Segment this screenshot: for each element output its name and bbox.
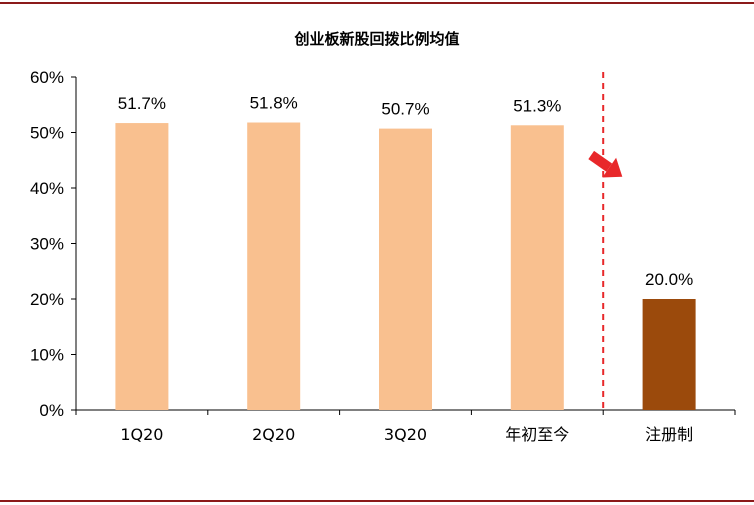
category-label: 2Q20 <box>252 425 295 444</box>
bar-1Q20 <box>115 123 169 410</box>
arrow-shaft <box>588 150 613 172</box>
category-label: 1Q20 <box>120 425 163 444</box>
chart-annotations <box>588 72 623 410</box>
category-label: 注册制 <box>645 425 693 444</box>
chart-data-labels: 51.7% 51.8% 50.7% 51.3% 20.0% <box>118 94 693 289</box>
bar-2Q20 <box>247 122 301 410</box>
bar-注册制 <box>642 299 696 410</box>
data-label: 51.3% <box>513 96 561 115</box>
y-tick-label: 40% <box>30 179 64 198</box>
y-tick-label: 30% <box>30 235 64 254</box>
y-tick-label: 60% <box>30 68 64 87</box>
y-tick-label: 10% <box>30 346 64 365</box>
chart-title: 创业板新股回拨比例均值 <box>294 30 460 48</box>
chart-axes: 0% 10% 20% 30% 40% 50% 60% <box>30 68 736 420</box>
arrow-head <box>602 157 623 178</box>
bar-3Q20 <box>379 128 432 411</box>
category-label: 年初至今 <box>505 425 569 444</box>
data-label: 50.7% <box>381 100 429 119</box>
y-tick-label: 0% <box>39 401 64 420</box>
bottom-rule <box>0 500 754 502</box>
y-tick-label: 20% <box>30 290 64 309</box>
data-label: 51.7% <box>118 94 166 113</box>
top-rule <box>0 2 754 4</box>
y-tick-label: 50% <box>30 124 64 143</box>
bar-年初至今 <box>510 125 564 410</box>
data-label: 51.8% <box>250 94 298 113</box>
category-label: 3Q20 <box>384 425 427 444</box>
chart-bars <box>115 122 696 411</box>
data-label: 20.0% <box>645 270 693 289</box>
chart-category-labels: 1Q20 2Q20 3Q20 年初至今 注册制 <box>120 425 693 444</box>
arrow-icon <box>588 150 623 178</box>
